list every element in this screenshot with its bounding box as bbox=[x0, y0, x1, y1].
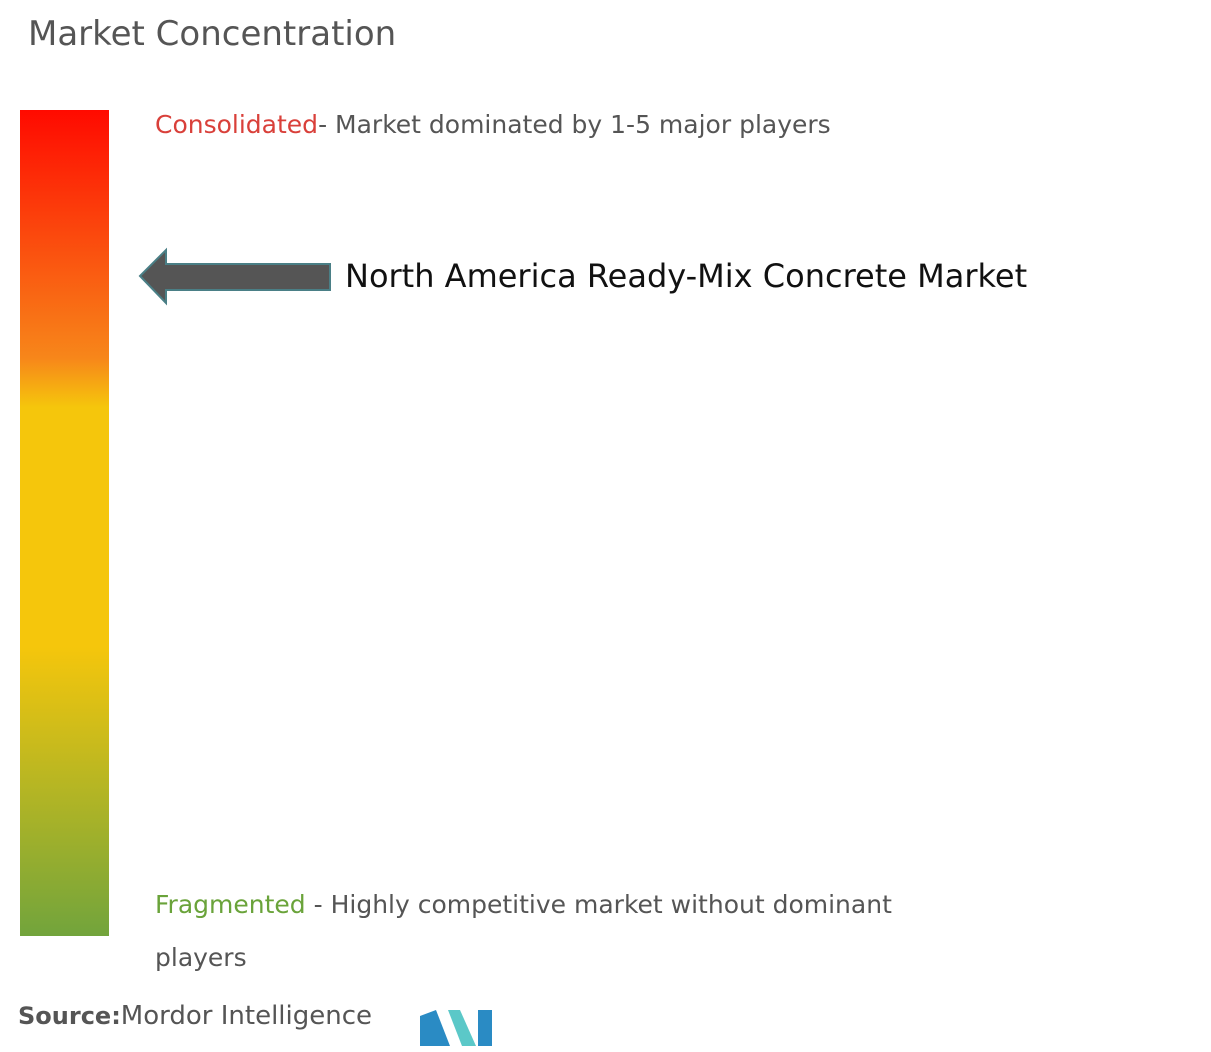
fragmented-row: Fragmented - Highly competitive market w… bbox=[155, 890, 892, 919]
title: Market Concentration bbox=[28, 14, 397, 54]
arrow bbox=[138, 247, 331, 306]
concentration-scale bbox=[20, 110, 109, 936]
source-text: Mordor Intelligence bbox=[120, 1001, 373, 1031]
fragmented-description: - Highly competitive market without domi… bbox=[313, 890, 892, 919]
fragmented-description-cont: players bbox=[155, 943, 247, 972]
source: Source:Mordor Intelligence bbox=[18, 1001, 372, 1031]
consolidated-description: - Market dominated by 1-5 major players bbox=[318, 110, 831, 139]
source-label: Source: bbox=[18, 1002, 121, 1030]
consolidated-row: Consolidated- Market dominated by 1-5 ma… bbox=[155, 110, 831, 139]
logo bbox=[420, 1010, 492, 1046]
consolidated-label: Consolidated bbox=[155, 110, 319, 139]
fragmented-label: Fragmented bbox=[155, 890, 306, 919]
market-name: North America Ready-Mix Concrete Market bbox=[345, 257, 1028, 295]
